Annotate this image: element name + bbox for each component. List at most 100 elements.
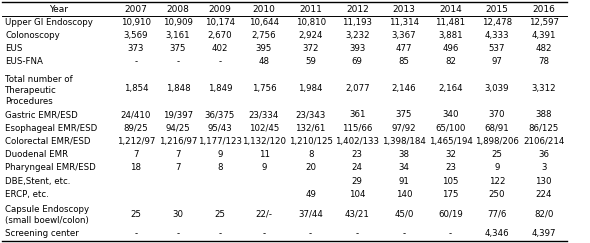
Text: 23: 23 bbox=[352, 150, 363, 159]
Text: 43/21: 43/21 bbox=[345, 210, 370, 219]
Text: 2,670: 2,670 bbox=[208, 31, 232, 40]
Text: -: - bbox=[309, 229, 312, 238]
Text: 4,391: 4,391 bbox=[532, 31, 556, 40]
Text: 140: 140 bbox=[396, 190, 412, 199]
Text: -: - bbox=[263, 229, 266, 238]
Text: 1,848: 1,848 bbox=[166, 84, 190, 93]
Text: 25: 25 bbox=[214, 210, 225, 219]
Text: 1,984: 1,984 bbox=[299, 84, 323, 93]
Text: 1,854: 1,854 bbox=[124, 84, 148, 93]
Text: 82: 82 bbox=[445, 57, 456, 67]
Text: 78: 78 bbox=[538, 57, 549, 67]
Text: Esophageal EMR/ESD: Esophageal EMR/ESD bbox=[5, 124, 97, 133]
Text: -: - bbox=[449, 229, 452, 238]
Text: 175: 175 bbox=[442, 190, 458, 199]
Text: Capsule Endoscopy
(small boewl/colon): Capsule Endoscopy (small boewl/colon) bbox=[5, 205, 90, 225]
Text: 25: 25 bbox=[491, 150, 503, 159]
Text: 95/43: 95/43 bbox=[208, 124, 232, 133]
Text: 85: 85 bbox=[398, 57, 409, 67]
Text: 3,161: 3,161 bbox=[166, 31, 190, 40]
Text: 2007: 2007 bbox=[124, 5, 148, 14]
Text: 3,367: 3,367 bbox=[392, 31, 416, 40]
Text: 1,465/194: 1,465/194 bbox=[428, 137, 473, 146]
Text: 82/0: 82/0 bbox=[534, 210, 553, 219]
Text: 32: 32 bbox=[445, 150, 456, 159]
Text: 1,210/125: 1,210/125 bbox=[289, 137, 333, 146]
Text: 59: 59 bbox=[305, 57, 316, 67]
Text: Pharyngeal EMR/ESD: Pharyngeal EMR/ESD bbox=[5, 163, 96, 172]
Text: 12,597: 12,597 bbox=[529, 18, 559, 27]
Text: 19/397: 19/397 bbox=[163, 110, 193, 119]
Text: 375: 375 bbox=[396, 110, 412, 119]
Text: 30: 30 bbox=[172, 210, 183, 219]
Text: 3,232: 3,232 bbox=[345, 31, 369, 40]
Text: 1,216/97: 1,216/97 bbox=[159, 137, 197, 146]
Text: 24: 24 bbox=[352, 163, 363, 172]
Text: 3,881: 3,881 bbox=[438, 31, 463, 40]
Text: 2012: 2012 bbox=[346, 5, 369, 14]
Text: -: - bbox=[176, 229, 179, 238]
Text: 65/100: 65/100 bbox=[435, 124, 466, 133]
Text: 38: 38 bbox=[398, 150, 409, 159]
Text: 395: 395 bbox=[256, 44, 272, 53]
Text: Colorectal EMR/ESD: Colorectal EMR/ESD bbox=[5, 137, 91, 146]
Text: -: - bbox=[218, 57, 221, 67]
Text: 7: 7 bbox=[133, 150, 139, 159]
Text: 105: 105 bbox=[442, 176, 458, 186]
Text: Year: Year bbox=[49, 5, 68, 14]
Text: 86/125: 86/125 bbox=[529, 124, 559, 133]
Text: 388: 388 bbox=[536, 110, 552, 119]
Text: 224: 224 bbox=[536, 190, 552, 199]
Text: 60/19: 60/19 bbox=[438, 210, 463, 219]
Text: 1,132/120: 1,132/120 bbox=[242, 137, 286, 146]
Text: DBE,Stent, etc.: DBE,Stent, etc. bbox=[5, 176, 71, 186]
Text: 1,402/133: 1,402/133 bbox=[335, 137, 379, 146]
Text: 12,478: 12,478 bbox=[482, 18, 512, 27]
Text: -: - bbox=[135, 57, 137, 67]
Text: 477: 477 bbox=[396, 44, 412, 53]
Text: 1,398/184: 1,398/184 bbox=[382, 137, 426, 146]
Text: Upper GI Endoscopy: Upper GI Endoscopy bbox=[5, 18, 93, 27]
Text: 97: 97 bbox=[491, 57, 503, 67]
Text: 23/334: 23/334 bbox=[249, 110, 279, 119]
Text: 97/92: 97/92 bbox=[392, 124, 416, 133]
Text: 361: 361 bbox=[349, 110, 365, 119]
Text: Screening center: Screening center bbox=[5, 229, 79, 238]
Text: -: - bbox=[402, 229, 405, 238]
Text: 3,312: 3,312 bbox=[532, 84, 556, 93]
Text: 2016: 2016 bbox=[532, 5, 555, 14]
Text: 1,756: 1,756 bbox=[252, 84, 276, 93]
Text: 132/61: 132/61 bbox=[296, 124, 326, 133]
Text: EUS: EUS bbox=[5, 44, 22, 53]
Text: 23: 23 bbox=[445, 163, 456, 172]
Text: 36: 36 bbox=[538, 150, 549, 159]
Text: 11,314: 11,314 bbox=[389, 18, 419, 27]
Text: 2,756: 2,756 bbox=[252, 31, 276, 40]
Text: 370: 370 bbox=[489, 110, 505, 119]
Text: 49: 49 bbox=[305, 190, 316, 199]
Text: Total number of
Therapeutic
Procedures: Total number of Therapeutic Procedures bbox=[5, 75, 73, 106]
Text: Duodenal EMR: Duodenal EMR bbox=[5, 150, 68, 159]
Text: 3,039: 3,039 bbox=[485, 84, 509, 93]
Text: 2010: 2010 bbox=[253, 5, 276, 14]
Text: 104: 104 bbox=[349, 190, 365, 199]
Text: 45/0: 45/0 bbox=[394, 210, 414, 219]
Text: 7: 7 bbox=[175, 150, 181, 159]
Text: 2013: 2013 bbox=[392, 5, 415, 14]
Text: Gastric EMR/ESD: Gastric EMR/ESD bbox=[5, 110, 78, 119]
Text: 2011: 2011 bbox=[299, 5, 322, 14]
Text: 3,569: 3,569 bbox=[124, 31, 148, 40]
Text: 2009: 2009 bbox=[208, 5, 231, 14]
Text: 1,849: 1,849 bbox=[208, 84, 232, 93]
Text: -: - bbox=[218, 229, 221, 238]
Text: 1,212/97: 1,212/97 bbox=[117, 137, 155, 146]
Text: 24/410: 24/410 bbox=[121, 110, 151, 119]
Text: 9: 9 bbox=[261, 163, 267, 172]
Text: 8: 8 bbox=[308, 150, 313, 159]
Text: 10,910: 10,910 bbox=[121, 18, 151, 27]
Text: 122: 122 bbox=[489, 176, 505, 186]
Text: -: - bbox=[176, 57, 179, 67]
Text: -: - bbox=[135, 229, 137, 238]
Text: 36/375: 36/375 bbox=[205, 110, 235, 119]
Text: 4,333: 4,333 bbox=[485, 31, 509, 40]
